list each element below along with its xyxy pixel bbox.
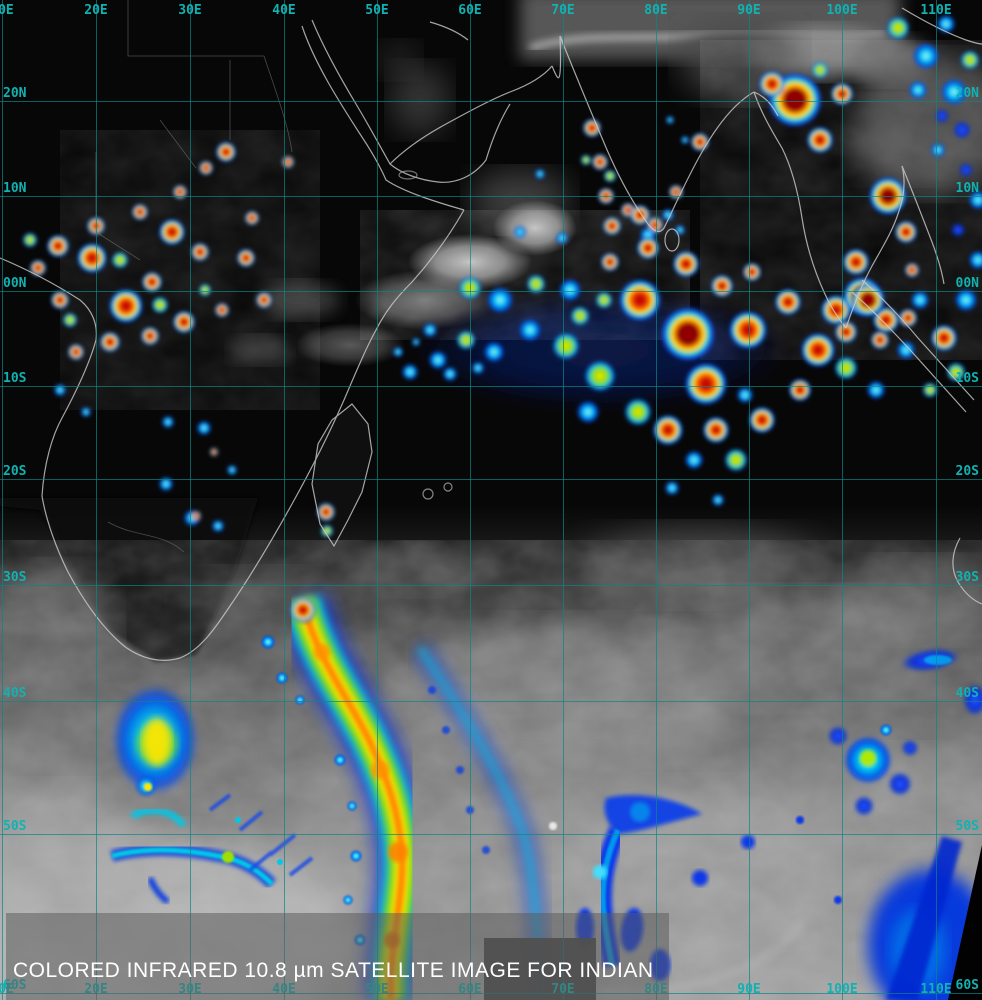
- convection-itcz: [393, 237, 917, 506]
- convection-southwest-cluster: [110, 686, 314, 905]
- convection-africa: [23, 142, 335, 537]
- title-line: COLORED INFRARED 10.8 µm SATELLITE IMAGE…: [13, 959, 654, 982]
- right-edge-blue-clouds: [828, 648, 982, 1000]
- coastlines: [0, 7, 982, 661]
- title-overlay: COLORED INFRARED 10.8 µm SATELLITE IMAGE…: [6, 913, 669, 1000]
- scan-edge-wedge: [948, 845, 982, 1000]
- convection-southeast-asia: [759, 15, 982, 397]
